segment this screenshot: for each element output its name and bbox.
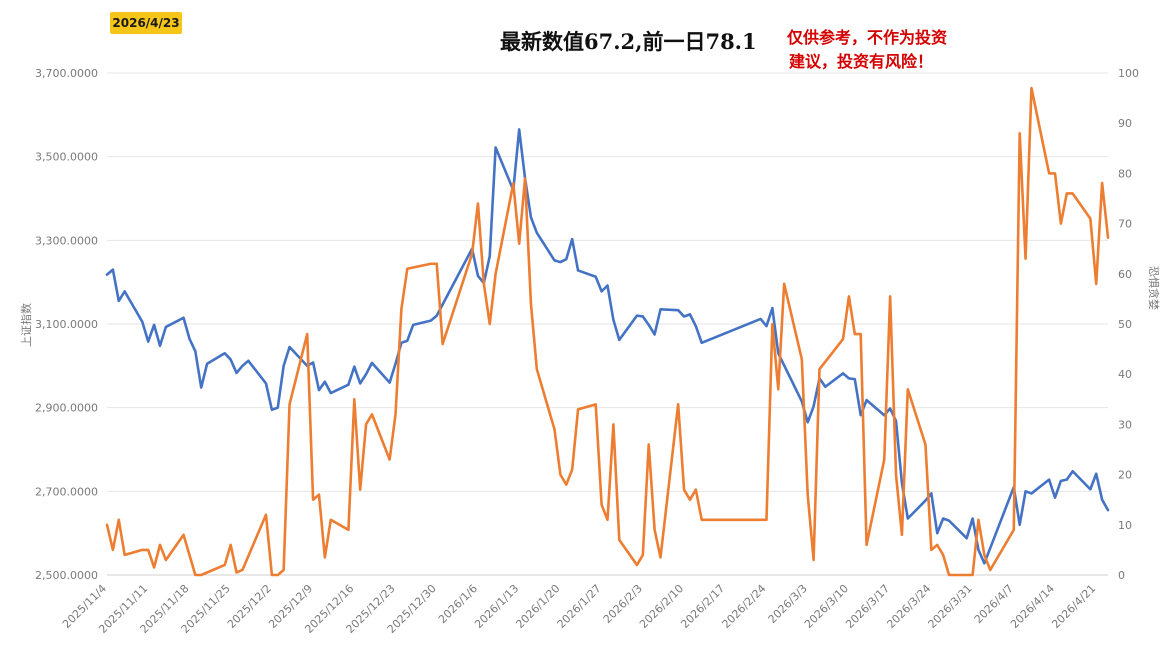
x-tick-label: 2026/4/21	[1049, 582, 1098, 631]
x-tick-label: 2026/1/27	[555, 582, 604, 631]
right-tick-label: 80	[1118, 167, 1132, 180]
headline-latest-value: 最新数值67.2,前一日78.1	[500, 29, 757, 54]
left-tick-label: 3,100.0000	[35, 318, 98, 331]
right-tick-label: 50	[1118, 318, 1132, 331]
series-lines	[105, 86, 1110, 577]
right-tick-label: 30	[1118, 418, 1132, 431]
left-axis-ticks: 3,700.0000 3,500.0000 3,300.0000 3,100.0000…	[35, 67, 98, 582]
series-line-fear-greed	[105, 86, 1110, 577]
right-axis-title: 恐惧贪婪	[1147, 266, 1161, 310]
right-tick-label: 60	[1118, 268, 1132, 281]
disclaimer-line-1: 仅供参考，不作为投资	[787, 28, 948, 47]
right-tick-label: 20	[1118, 469, 1132, 482]
left-tick-label: 2,500.0000	[35, 569, 98, 582]
disclaimer-line-2: 建议，投资有风险！	[789, 52, 934, 71]
right-tick-label: 70	[1118, 218, 1132, 231]
left-tick-label: 2,700.0000	[35, 485, 98, 498]
left-tick-label: 3,500.0000	[35, 151, 98, 164]
right-tick-label: 90	[1118, 117, 1132, 130]
left-tick-label: 2,900.0000	[35, 402, 98, 415]
series-line-shanghai-index	[105, 128, 1110, 565]
x-tick-label: 2026/3/31	[926, 582, 975, 631]
risk-disclaimer: 仅供参考，不作为投资 建议，投资有风险！	[787, 26, 947, 74]
left-tick-label: 3,700.0000	[35, 67, 98, 80]
right-tick-label: 0	[1118, 569, 1125, 582]
right-tick-label: 10	[1118, 519, 1132, 532]
left-tick-label: 3,300.0000	[35, 234, 98, 247]
left-axis-title: 上证指数	[19, 303, 33, 347]
x-axis-ticks: 2025/11/42025/11/112025/11/182025/11/252…	[60, 582, 1098, 636]
right-tick-label: 100	[1118, 67, 1139, 80]
gridlines	[107, 72, 1108, 576]
date-badge: 2026/4/23	[110, 12, 182, 34]
x-tick-label: 2026/2/24	[720, 582, 769, 631]
right-tick-label: 40	[1118, 368, 1132, 381]
